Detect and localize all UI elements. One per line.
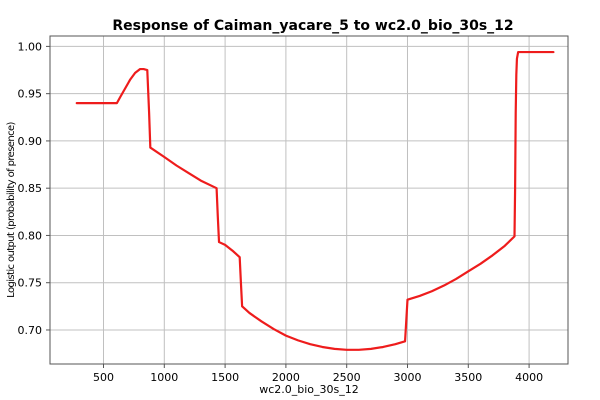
y-tick-label: 0.85 xyxy=(18,182,43,195)
x-tick-labels: 500 1000 1500 2000 2500 3000 3500 4000 xyxy=(93,371,543,384)
x-tick-label: 3000 xyxy=(393,371,421,384)
x-tick-label: 1500 xyxy=(211,371,239,384)
y-axis-label: Logistic output (probability of presence… xyxy=(6,121,17,297)
response-series-line xyxy=(75,50,555,351)
grid-lines xyxy=(50,36,568,364)
y-tick-label: 0.90 xyxy=(18,135,43,148)
x-axis-label: wc2.0_bio_30s_12 xyxy=(259,383,359,396)
series-layer xyxy=(75,50,555,351)
x-tick-label: 2500 xyxy=(333,371,361,384)
x-tick-label: 500 xyxy=(93,371,114,384)
axis-ticks xyxy=(46,45,530,368)
y-tick-label: 0.80 xyxy=(18,229,43,242)
x-tick-label: 1000 xyxy=(150,371,178,384)
x-tick-label: 3500 xyxy=(454,371,482,384)
x-tick-label: 2000 xyxy=(272,371,300,384)
x-tick-label: 4000 xyxy=(515,371,543,384)
y-tick-label: 0.95 xyxy=(18,88,43,101)
y-tick-label: 0.70 xyxy=(18,324,43,337)
chart-title: Response of Caiman_yacare_5 to wc2.0_bio… xyxy=(112,18,513,34)
y-tick-label: 0.75 xyxy=(18,277,43,290)
plot-frame xyxy=(49,35,569,365)
y-tick-label: 1.00 xyxy=(18,40,43,53)
y-tick-labels: 0.70 0.75 0.80 0.85 0.90 0.95 1.00 xyxy=(18,40,43,337)
